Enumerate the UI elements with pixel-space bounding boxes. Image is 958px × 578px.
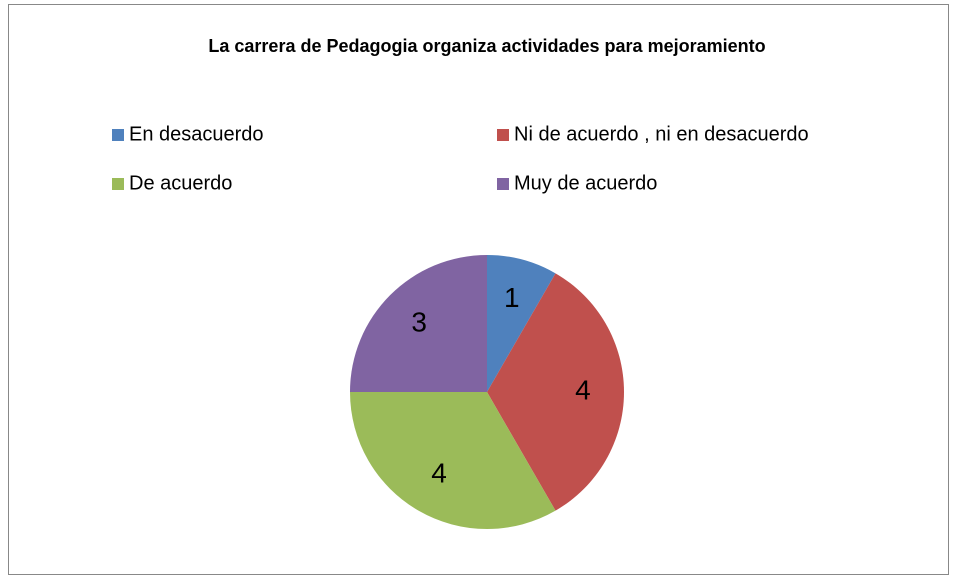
data-label: 3 xyxy=(411,307,427,338)
data-label: 4 xyxy=(431,457,447,488)
legend-label: Muy de acuerdo xyxy=(514,172,657,194)
data-label: 4 xyxy=(575,374,591,405)
legend-label: Ni de acuerdo , ni en desacuerdo xyxy=(514,123,809,145)
legend-label: De acuerdo xyxy=(129,172,232,194)
legend-swatch xyxy=(112,178,124,190)
legend-label: En desacuerdo xyxy=(129,123,264,145)
pie-slice xyxy=(487,255,556,392)
legend-swatch xyxy=(497,129,509,141)
data-label: 1 xyxy=(504,282,520,313)
pie-slice xyxy=(350,255,487,392)
legend-swatch xyxy=(112,129,124,141)
pie-slice xyxy=(350,392,556,529)
chart-title: La carrera de Pedagogia organiza activid… xyxy=(208,36,765,56)
pie-slice xyxy=(487,273,624,511)
legend-swatch xyxy=(497,178,509,190)
